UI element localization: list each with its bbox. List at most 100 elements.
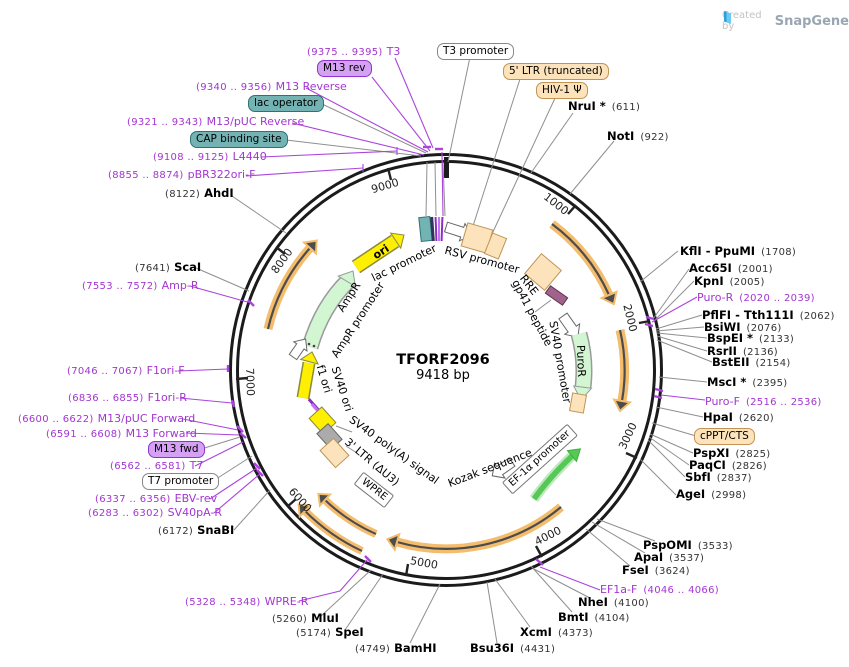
pos-text: (2005) (729, 277, 765, 288)
name-text: SpeI (335, 625, 364, 639)
pos-text: (2395) (752, 378, 788, 389)
pos-text: (7641) (135, 263, 171, 274)
label-site-agei: AgeI (2998) (676, 488, 746, 502)
pos-text: (2998) (711, 490, 747, 501)
name-text: XcmI (520, 625, 552, 639)
label-primer-t3: (9375 .. 9395) T3 (307, 45, 400, 59)
name-text: HpaI (703, 410, 733, 424)
snapgene-watermark: Created by SnapGene (722, 10, 849, 32)
pos-text: (6600 .. 6622) (18, 414, 94, 425)
pos-text: (2020 .. 2039) (739, 293, 815, 304)
label-primer-puro-r: Puro-R (2020 .. 2039) (697, 291, 815, 305)
puror-tail-tan-box (568, 392, 588, 414)
box-label-text: T3 promoter (443, 45, 509, 57)
pos-text: (2154) (755, 358, 791, 369)
f1-ori-arrow (296, 351, 320, 400)
lac-operator-box (418, 215, 433, 243)
label-site-bsu36i: Bsu36I (4431) (470, 642, 555, 656)
label-site-pflfi: PflFI - Tth111I (2062) (702, 309, 835, 323)
pos-text: (5260) (272, 614, 308, 625)
pos-text: (4100) (613, 598, 649, 609)
name-text: Puro-F (705, 395, 740, 408)
label-site-ahdi: (8122) AhdI (165, 187, 234, 201)
label-t3-promoter: T3 promoter (437, 43, 515, 60)
name-text: BsiWI (704, 320, 741, 334)
name-text: ApaI (634, 550, 664, 564)
box-label-text: T7 promoter (148, 475, 214, 487)
pos-text: (2516 .. 2536) (745, 397, 822, 408)
pos-text: (1708) (761, 247, 797, 258)
pos-text: (8855 .. 8874) (108, 170, 184, 181)
label-site-pspxi: PspXI (2825) (693, 447, 771, 461)
pos-text: (6283 .. 6302) (88, 508, 164, 519)
pos-text: (611) (611, 102, 641, 113)
ring-tick-label-7000: 7000 (243, 367, 257, 397)
name-text: M13/pUC Forward (97, 412, 196, 425)
name-text: KflI - PpuMI (680, 244, 756, 258)
feature-label-puror: PuroR (573, 344, 589, 378)
label-primer-m13-forward: (6591 .. 6608) M13 Forward (46, 427, 197, 441)
label-primer-amp-r: (7553 .. 7572) Amp-R (82, 279, 198, 293)
name-text: MluI (311, 611, 339, 625)
pos-text: (2825) (735, 449, 771, 460)
orange-arc-arrows (263, 220, 633, 555)
label-5ltr: 5' LTR (truncated) (503, 63, 609, 80)
label-primer-m13puc-forward: (6600 .. 6622) M13/pUC Forward (18, 412, 195, 426)
pos-text: (9108 .. 9125) (153, 152, 229, 163)
label-primer-ef1a-f: EF1a-F (4046 .. 4066) (600, 583, 719, 597)
name-text: BmtI (558, 610, 589, 624)
name-text: BspEI * (707, 331, 753, 345)
name-text: T3 (386, 45, 401, 58)
pos-text: (2001) (737, 264, 773, 275)
box-label-text: M13 rev (323, 62, 366, 74)
name-text: ScaI (174, 260, 202, 274)
ampr-promoter-arrow (288, 338, 308, 361)
pos-text: (7553 .. 7572) (82, 281, 158, 292)
name-text: RsrII (707, 344, 737, 358)
name-text: Amp-R (161, 279, 199, 292)
label-m13-rev: M13 rev (317, 60, 372, 77)
label-primer-m13-reverse: (9340 .. 9356) M13 Reverse (196, 80, 347, 94)
label-site-apai: ApaI (3537) (634, 551, 704, 565)
box-label-text: cPPT/CTS (700, 430, 749, 442)
label-site-bspei: BspEI * (2133) (707, 332, 794, 346)
label-site-fsei: FseI (3624) (622, 564, 690, 578)
label-m13-fwd: M13 fwd (148, 441, 205, 458)
pos-text: (7046 .. 7067) (67, 366, 143, 377)
label-site-bamhi: (4749) BamHI (355, 642, 436, 656)
pos-text: (5174) (296, 628, 332, 639)
name-text: L4440 (232, 150, 267, 163)
name-text: M13 Forward (125, 427, 197, 440)
ori-arrow (351, 232, 405, 274)
label-site-bsiwi: BsiWI (2076) (704, 321, 782, 335)
label-site-xcmi: XcmI (4373) (520, 626, 593, 640)
pos-text: (6836 .. 6855) (68, 393, 144, 404)
label-primer-pbr322ori-f: (8855 .. 8874) pBR322ori-F (108, 168, 255, 182)
label-hiv1-psi: HIV-1 Ψ (536, 82, 588, 99)
pos-text: (2826) (731, 461, 767, 472)
kozak-arrow (491, 457, 516, 479)
pos-text: (6172) (158, 526, 194, 537)
pos-text: (9375 .. 9395) (307, 47, 383, 58)
name-text: F1ori-R (147, 391, 187, 404)
name-text: PspOMI (643, 538, 692, 552)
box-label-text: CAP binding site (196, 133, 282, 145)
label-site-pspomi: PspOMI (3533) (643, 539, 733, 553)
ltr3-tan-box (319, 437, 350, 469)
name-text: AgeI (676, 487, 706, 501)
label-site-noti: NotI (922) (607, 130, 669, 144)
label-primer-f1ori-r: (6836 .. 6855) F1ori-R (68, 391, 187, 405)
label-site-nhei: NheI (4100) (578, 596, 649, 610)
sv40-feature-stack (307, 398, 350, 469)
label-site-acc65i: Acc65I (2001) (689, 262, 773, 276)
name-text: WPRE-R (264, 595, 309, 608)
label-site-hpai: HpaI (2620) (703, 411, 774, 425)
label-site-mlui: (5260) MluI (272, 612, 339, 626)
pos-text: (6591 .. 6608) (46, 429, 122, 440)
label-primer-sv40pa-r: (6283 .. 6302) SV40pA-R (88, 506, 222, 520)
pos-text: (2062) (799, 311, 835, 322)
pos-text: (922) (640, 132, 669, 143)
ef1a-green-arrow (529, 448, 582, 502)
name-text: BstEII (712, 355, 750, 369)
